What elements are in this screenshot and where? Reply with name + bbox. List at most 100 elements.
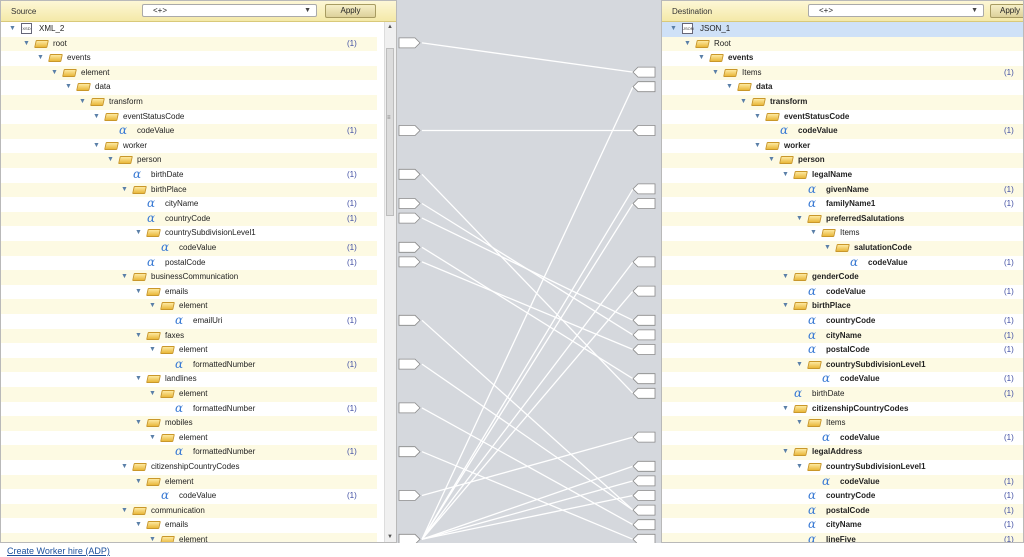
destination-connector-tab[interactable]	[632, 373, 656, 385]
source-tree-row[interactable]: ▼ element	[1, 65, 377, 81]
expand-toggle-icon[interactable]: ▼	[782, 404, 789, 412]
expand-toggle-icon[interactable]: ▼	[121, 273, 128, 281]
destination-tree-row[interactable]: α givenName (1)	[662, 182, 1023, 198]
source-tree-row[interactable]: ▼ birthPlace	[1, 182, 377, 198]
source-connector-tab[interactable]	[398, 241, 421, 253]
source-tree-row[interactable]: ▼ person	[1, 153, 377, 168]
source-tree-row[interactable]: ▼ events	[1, 51, 377, 66]
source-tree-row[interactable]: ▼ element	[1, 474, 377, 490]
destination-tree-row[interactable]: ▼ citizenshipCountryCodes	[662, 402, 1023, 417]
expand-toggle-icon[interactable]: ▼	[121, 463, 128, 470]
mapping-line[interactable]	[421, 436, 634, 497]
source-tree-row[interactable]: ▼ eventStatusCode	[1, 110, 377, 125]
destination-connector-tab[interactable]	[632, 81, 656, 93]
source-tree-row[interactable]: ▼ element	[1, 431, 377, 446]
source-tree-row[interactable]: ▼ emails	[1, 518, 377, 533]
source-connector-tab[interactable]	[398, 198, 421, 209]
destination-tree-row[interactable]: ▼ Items	[662, 226, 1023, 241]
expand-toggle-icon[interactable]: ▼	[65, 83, 72, 91]
mapping-line[interactable]	[421, 188, 634, 540]
expand-toggle-icon[interactable]: ▼	[135, 331, 142, 339]
source-apply-button[interactable]: Apply	[325, 4, 376, 18]
destination-filter-dropdown[interactable]: <+> ▼	[808, 4, 984, 17]
expand-toggle-icon[interactable]: ▼	[135, 477, 142, 485]
destination-tree-row[interactable]: α codeValue (1)	[662, 430, 1023, 446]
mapping-line[interactable]	[421, 42, 634, 73]
mapping-line[interactable]	[421, 173, 634, 394]
destination-tree-row[interactable]: ▼ transform	[662, 95, 1023, 110]
mapping-line[interactable]	[421, 290, 634, 540]
expand-toggle-icon[interactable]: ▼	[754, 112, 761, 120]
expand-toggle-icon[interactable]: ▼	[23, 39, 30, 47]
source-tree-row[interactable]: α formattedNumber (1)	[1, 401, 377, 417]
expand-toggle-icon[interactable]: ▼	[824, 244, 831, 251]
destination-connector-tab[interactable]	[632, 198, 656, 209]
source-tree-row[interactable]: α formattedNumber (1)	[1, 444, 377, 460]
destination-tree-row[interactable]: ▼ Items	[662, 416, 1023, 431]
source-connector-tab[interactable]	[398, 402, 421, 414]
destination-connector-tab[interactable]	[632, 66, 656, 78]
destination-tree-row[interactable]: ▼ JSON JSON_1	[662, 22, 1023, 37]
expand-toggle-icon[interactable]: ▼	[107, 156, 114, 164]
mapping-line[interactable]	[421, 261, 634, 540]
expand-toggle-icon[interactable]: ▼	[782, 171, 789, 178]
source-connector-tab[interactable]	[398, 314, 421, 326]
source-scrollbar[interactable]: ▲ ≡ ▼	[384, 22, 396, 542]
destination-tree-row[interactable]: ▼ genderCode	[662, 270, 1023, 285]
source-tree-row[interactable]: α postalCode (1)	[1, 255, 377, 271]
source-tree-row[interactable]: ▼ transform	[1, 95, 377, 110]
source-tree-row[interactable]: ▼ emails	[1, 285, 377, 300]
destination-tree-row[interactable]: α codeValue (1)	[662, 371, 1023, 387]
expand-toggle-icon[interactable]: ▼	[149, 390, 156, 397]
source-connector-tab[interactable]	[398, 256, 421, 268]
expand-toggle-icon[interactable]: ▼	[810, 229, 817, 237]
mapping-line[interactable]	[421, 494, 634, 540]
destination-tree-row[interactable]: α cityName (1)	[662, 328, 1023, 344]
expand-toggle-icon[interactable]: ▼	[135, 287, 142, 295]
mapping-line[interactable]	[421, 261, 634, 351]
source-connector-tab[interactable]	[398, 212, 421, 224]
scroll-down-icon[interactable]: ▼	[387, 534, 393, 540]
source-connector-tab[interactable]	[398, 37, 421, 49]
destination-tree-row[interactable]: α familyName1 (1)	[662, 196, 1023, 212]
expand-toggle-icon[interactable]: ▼	[768, 156, 775, 164]
destination-connector-tab[interactable]	[632, 504, 656, 516]
destination-tree-row[interactable]: ▼ legalName	[662, 168, 1023, 183]
source-connector-tab[interactable]	[398, 446, 421, 458]
source-connector-tab[interactable]	[398, 168, 421, 180]
expand-toggle-icon[interactable]: ▼	[740, 98, 747, 105]
expand-toggle-icon[interactable]: ▼	[782, 302, 789, 310]
destination-tree-row[interactable]: α codeValue (1)	[662, 474, 1023, 490]
expand-toggle-icon[interactable]: ▼	[149, 346, 156, 354]
destination-tree-row[interactable]: ▼ eventStatusCode	[662, 110, 1023, 125]
destination-tree-row[interactable]: ▼ events	[662, 51, 1023, 66]
source-tree-row[interactable]: α cityName (1)	[1, 196, 377, 212]
expand-toggle-icon[interactable]: ▼	[726, 83, 733, 91]
destination-connector-tab[interactable]	[632, 533, 656, 543]
destination-tree-row[interactable]: ▼ person	[662, 153, 1023, 168]
destination-tree-row[interactable]: α codeValue (1)	[662, 123, 1023, 139]
destination-apply-button[interactable]: Apply	[990, 4, 1023, 18]
scroll-thumb[interactable]	[386, 48, 394, 216]
source-tree-row[interactable]: ▼ faxes	[1, 328, 377, 344]
destination-connector-tab[interactable]	[632, 125, 656, 136]
source-tree-row[interactable]: α formattedNumber (1)	[1, 357, 377, 373]
mapping-line[interactable]	[421, 363, 634, 511]
source-connector-tab[interactable]	[398, 358, 421, 370]
destination-tree-row[interactable]: α codeValue (1)	[662, 255, 1023, 271]
destination-tree-row[interactable]: α postalCode (1)	[662, 503, 1023, 519]
destination-tree-row[interactable]: α birthDate (1)	[662, 386, 1023, 402]
mapping-line[interactable]	[421, 465, 634, 540]
expand-toggle-icon[interactable]: ▼	[796, 214, 803, 222]
expand-toggle-icon[interactable]: ▼	[121, 185, 128, 193]
source-tree-row[interactable]: α codeValue (1)	[1, 240, 377, 256]
destination-connector-tab[interactable]	[632, 344, 656, 355]
destination-connector-tab[interactable]	[632, 329, 656, 341]
destination-connector-tab[interactable]	[632, 387, 656, 399]
destination-tree-row[interactable]: ▼ worker	[662, 139, 1023, 154]
source-connector-tab[interactable]	[398, 125, 421, 136]
source-tree-row[interactable]: ▼ element	[1, 299, 377, 314]
expand-toggle-icon[interactable]: ▼	[782, 448, 789, 456]
expand-toggle-icon[interactable]: ▼	[79, 98, 86, 105]
expand-toggle-icon[interactable]: ▼	[135, 521, 142, 529]
